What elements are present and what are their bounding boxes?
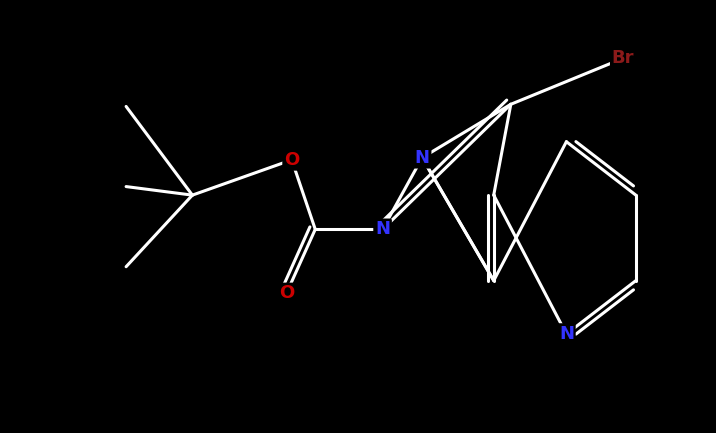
- Text: N: N: [415, 149, 430, 167]
- Text: N: N: [559, 325, 574, 343]
- Text: O: O: [284, 151, 299, 169]
- Text: N: N: [375, 220, 390, 238]
- Text: O: O: [279, 284, 294, 302]
- Text: Br: Br: [611, 49, 634, 68]
